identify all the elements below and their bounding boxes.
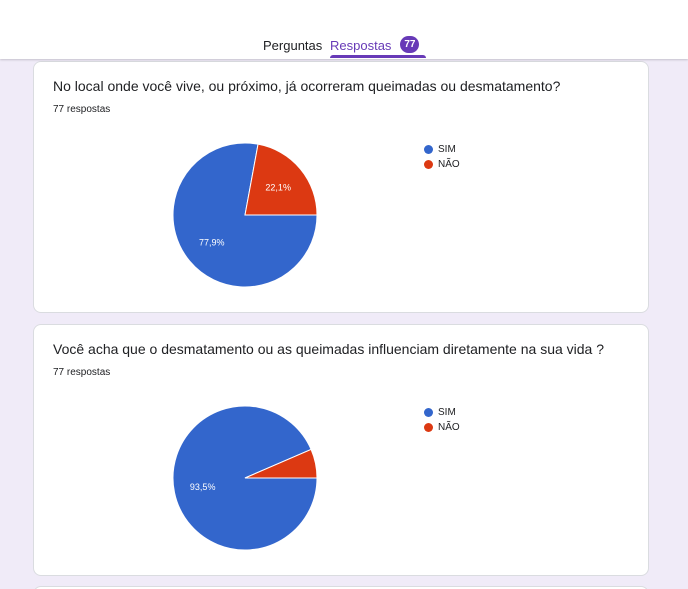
chart-legend: SIM NÃO bbox=[424, 142, 460, 172]
legend-dot-nao bbox=[424, 423, 433, 432]
pie-chart: 93,5% bbox=[172, 405, 318, 551]
tab-responses-label: Respostas bbox=[330, 38, 392, 53]
response-count: 77 respostas bbox=[53, 104, 111, 115]
legend-label: NÃO bbox=[438, 159, 460, 170]
question-title: No local onde você vive, ou próximo, já … bbox=[53, 78, 561, 94]
pie-slice-não[interactable] bbox=[244, 143, 318, 216]
legend-item-nao[interactable]: NÃO bbox=[424, 420, 460, 435]
legend-dot-sim bbox=[424, 408, 433, 417]
legend-dot-sim bbox=[424, 145, 433, 154]
pie-slice-label: 93,5% bbox=[190, 482, 216, 492]
tab-responses[interactable]: Respostas 77 bbox=[330, 36, 420, 59]
pie-slice-label: 22,1% bbox=[265, 182, 291, 192]
tab-questions-label: Perguntas bbox=[263, 38, 323, 53]
pie-chart: 77,9% 22,1% bbox=[172, 142, 318, 288]
top-bar: Perguntas Respostas 77 bbox=[0, 0, 688, 59]
question-card: No local onde você vive, ou próximo, já … bbox=[33, 61, 649, 313]
legend-label: NÃO bbox=[438, 422, 460, 433]
legend-item-nao[interactable]: NÃO bbox=[424, 157, 460, 172]
legend-label: SIM bbox=[438, 144, 456, 155]
legend-item-sim[interactable]: SIM bbox=[424, 142, 460, 157]
responses-count-badge: 77 bbox=[400, 36, 420, 53]
legend-label: SIM bbox=[438, 407, 456, 418]
question-title: Você acha que o desmatamento ou as queim… bbox=[53, 341, 605, 357]
legend-item-sim[interactable]: SIM bbox=[424, 405, 460, 420]
tab-questions[interactable]: Perguntas bbox=[263, 38, 322, 59]
chart-legend: SIM NÃO bbox=[424, 405, 460, 435]
legend-dot-nao bbox=[424, 160, 433, 169]
pie-slice-label: 77,9% bbox=[199, 238, 225, 248]
pie-slice-não[interactable] bbox=[244, 448, 318, 479]
question-card: Você acha que o desmatamento ou as queim… bbox=[33, 324, 649, 576]
response-count: 77 respostas bbox=[53, 367, 111, 378]
active-tab-indicator bbox=[330, 55, 426, 58]
